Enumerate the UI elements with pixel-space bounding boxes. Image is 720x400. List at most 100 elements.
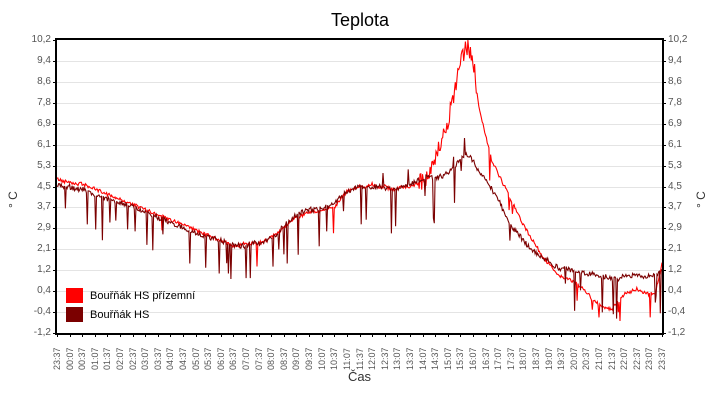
y-tick: [662, 312, 666, 313]
x-tick: [107, 333, 108, 337]
y-tick: [53, 145, 57, 146]
x-tick: [435, 333, 436, 337]
x-tick: [561, 333, 562, 337]
y-tick-label: 7,8: [37, 97, 51, 108]
y-tick-label: 9,4: [37, 55, 51, 66]
y-tick-label: 6,1: [37, 139, 51, 150]
gridline: [57, 249, 662, 250]
y-tick-label: 1,2: [668, 264, 682, 275]
x-tick-label: 10:07: [317, 347, 327, 370]
x-tick-label: 18:37: [531, 347, 541, 370]
x-tick: [309, 333, 310, 337]
y-tick: [53, 249, 57, 250]
x-tick-label: 03:07: [140, 347, 150, 370]
y-tick-label: 0,4: [37, 285, 51, 296]
x-tick: [448, 333, 449, 337]
x-tick: [158, 333, 159, 337]
x-tick: [574, 333, 575, 337]
x-tick-label: 19:07: [544, 347, 554, 370]
x-tick-label: 05:07: [191, 347, 201, 370]
y-tick-label: -0,4: [33, 306, 51, 317]
y-tick-label: 1,2: [37, 264, 51, 275]
x-tick-label: 11:07: [342, 348, 352, 370]
y-tick: [53, 187, 57, 188]
y-tick-label: 9,4: [668, 55, 682, 66]
y-tick: [662, 40, 666, 41]
gridline: [57, 228, 662, 229]
x-tick-label: 16:37: [481, 347, 491, 370]
x-tick-label: 19:37: [556, 347, 566, 370]
x-tick: [322, 333, 323, 337]
line-hs: [57, 137, 662, 319]
x-tick: [460, 333, 461, 337]
x-tick-label: 01:07: [90, 347, 100, 370]
x-tick: [662, 333, 663, 337]
gridline: [57, 61, 662, 62]
gridline: [57, 166, 662, 167]
x-tick-label: 20:07: [569, 347, 579, 370]
gridline: [57, 103, 662, 104]
legend-swatch-red: [66, 288, 83, 303]
y-tick: [53, 61, 57, 62]
x-tick: [120, 333, 121, 337]
x-tick: [385, 333, 386, 337]
x-tick: [649, 333, 650, 337]
x-tick: [334, 333, 335, 337]
x-tick: [259, 333, 260, 337]
x-tick-label: 16:07: [468, 347, 478, 370]
x-tick-label: 17:07: [493, 347, 503, 370]
gridline: [57, 187, 662, 188]
y-tick-label: 4,5: [668, 181, 682, 192]
y-tick: [662, 228, 666, 229]
y-tick: [662, 291, 666, 292]
gridline: [57, 145, 662, 146]
legend-item-hs: Bouřňák HS: [66, 305, 195, 324]
x-tick-label: 13:07: [392, 347, 402, 370]
y-tick-label: 2,9: [668, 222, 682, 233]
x-tick: [423, 333, 424, 337]
x-tick: [183, 333, 184, 337]
x-tick-label: 14:07: [418, 347, 428, 370]
x-tick: [284, 333, 285, 337]
x-tick-label: 22:07: [619, 347, 629, 370]
x-tick: [498, 333, 499, 337]
x-tick-label: 12:07: [367, 347, 377, 370]
x-tick-label: 17:37: [506, 347, 516, 370]
x-tick-label: 02:07: [115, 347, 125, 370]
x-tick-label: 01:37: [102, 347, 112, 370]
x-tick-label: 23:37: [52, 347, 62, 370]
x-tick: [586, 333, 587, 337]
x-tick: [637, 333, 638, 337]
y-tick: [53, 291, 57, 292]
x-tick-label: 07:07: [241, 347, 251, 370]
x-tick: [536, 333, 537, 337]
y-axis-title-left: ° C: [6, 191, 20, 208]
x-tick-label: 09:37: [304, 347, 314, 370]
x-tick-label: 21:37: [607, 347, 617, 370]
x-tick: [397, 333, 398, 337]
y-tick-label: 10,2: [31, 34, 51, 45]
x-tick-label: 20:37: [581, 347, 591, 370]
x-tick-label: 12:37: [380, 347, 390, 370]
x-tick: [372, 333, 373, 337]
x-tick-label: 21:07: [594, 347, 604, 370]
y-tick-label: 3,7: [668, 201, 682, 212]
y-tick-label: -0,4: [668, 306, 686, 317]
legend-label: Bouřňák HS přízemní: [90, 289, 196, 302]
x-tick: [82, 333, 83, 337]
legend-swatch-darkred: [66, 307, 83, 322]
x-tick: [410, 333, 411, 337]
y-tick: [662, 61, 666, 62]
y-tick: [662, 145, 666, 146]
y-tick: [53, 228, 57, 229]
legend: Bouřňák HS přízemní Bouřňák HS: [66, 286, 195, 324]
y-tick-label: 0,4: [668, 285, 682, 296]
y-tick-label: 2,9: [37, 222, 51, 233]
y-tick: [53, 103, 57, 104]
plot-area: [55, 38, 664, 335]
y-tick: [53, 207, 57, 208]
y-tick-label: 10,2: [668, 34, 688, 45]
x-tick-label: 06:37: [228, 347, 238, 370]
y-tick-label: 6,1: [668, 139, 682, 150]
